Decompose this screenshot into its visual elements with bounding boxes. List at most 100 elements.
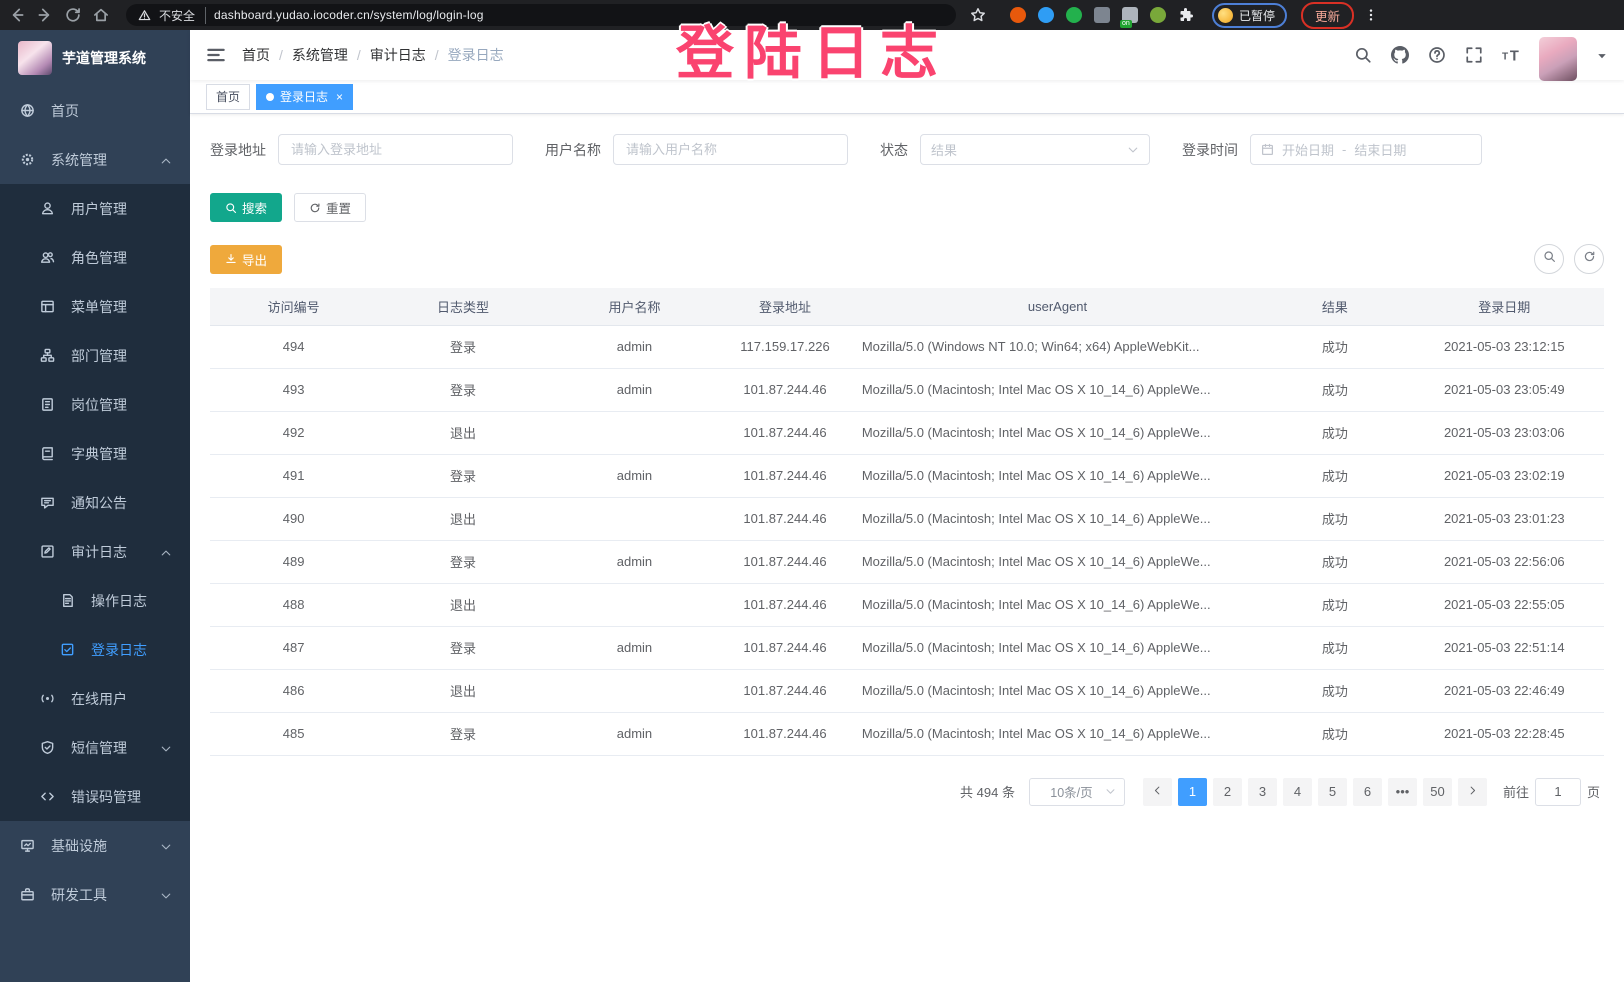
github-icon[interactable]	[1391, 46, 1409, 64]
table-row[interactable]: 494 登录 admin 117.159.17.226 Mozilla/5.0 (Win…	[210, 325, 1604, 369]
page-button-4[interactable]: 4	[1282, 777, 1312, 806]
extension-puzzle-icon[interactable]	[1178, 7, 1194, 23]
sidebar-item-在线用户[interactable]: 在线用户	[0, 674, 190, 723]
search-button-label: 搜索	[242, 202, 268, 216]
sidebar-logo-row[interactable]: 芋道管理系统	[0, 30, 190, 86]
sidebar-item-审计日志[interactable]: 审计日志	[0, 527, 190, 576]
avatar[interactable]	[1539, 37, 1577, 81]
status-placeholder: 结果	[931, 143, 958, 158]
extension-list-icon[interactable]: on	[1120, 7, 1138, 28]
page-size-select[interactable]: 10条/页	[1028, 777, 1125, 806]
table-row[interactable]: 492 退出 101.87.244.46 Mozilla/5.0 (Macintosh…	[210, 411, 1604, 455]
page-button-2[interactable]: 2	[1212, 777, 1242, 806]
table-cell: Mozilla/5.0 (Macintosh; Intel Mac OS X 1…	[849, 626, 1266, 670]
table-row[interactable]: 493 登录 admin 101.87.244.46 Mozilla/5.0 (Maci…	[210, 368, 1604, 412]
sidebar-item-短信管理[interactable]: 短信管理	[0, 723, 190, 772]
sidebar-item-操作日志[interactable]: 操作日志	[0, 576, 190, 625]
extension-grey-badge-icon[interactable]	[1094, 7, 1110, 23]
reload-icon[interactable]	[64, 6, 82, 24]
table-cell: 490	[210, 497, 378, 541]
sidebar-item-岗位管理[interactable]: 岗位管理	[0, 380, 190, 429]
sidebar-item-部门管理[interactable]: 部门管理	[0, 331, 190, 380]
table-row[interactable]: 488 退出 101.87.244.46 Mozilla/5.0 (Macintosh…	[210, 583, 1604, 627]
reset-button[interactable]: 重置	[294, 193, 367, 222]
login-time-range-picker[interactable]: 开始日期 - 结束日期	[1250, 134, 1482, 165]
table-cell: Mozilla/5.0 (Macintosh; Intel Mac OS X 1…	[849, 368, 1266, 412]
page-button-50[interactable]: 50	[1422, 777, 1452, 806]
status-select[interactable]: 结果	[920, 134, 1150, 165]
table-cell: 成功	[1265, 454, 1405, 498]
goto-page-input[interactable]	[1534, 777, 1581, 806]
chevron-down-icon	[160, 742, 172, 754]
sidebar-item-通知公告[interactable]: 通知公告	[0, 478, 190, 527]
sidebar-item-错误码管理[interactable]: 错误码管理	[0, 772, 190, 821]
sidebar-item-label: 审计日志	[71, 543, 127, 560]
login-address-input[interactable]	[278, 134, 513, 165]
table-row[interactable]: 487 登录 admin 101.87.244.46 Mozilla/5.0 (Maci…	[210, 626, 1604, 670]
table-cell: 退出	[377, 411, 549, 455]
page-button-3[interactable]: 3	[1247, 777, 1277, 806]
tab-登录日志[interactable]: 登录日志 ×	[256, 83, 354, 110]
sidebar-item-菜单管理[interactable]: 菜单管理	[0, 282, 190, 331]
breadcrumb-item[interactable]: 审计日志	[369, 47, 426, 63]
close-icon[interactable]: ×	[336, 89, 344, 104]
sidebar-item-角色管理[interactable]: 角色管理	[0, 233, 190, 282]
breadcrumb-separator: /	[356, 47, 361, 63]
sidebar-item-首页[interactable]: 首页	[0, 86, 190, 135]
sidebar-item-登录日志[interactable]: 登录日志	[0, 625, 190, 674]
next-page-button[interactable]	[1457, 777, 1487, 806]
toggle-search-button[interactable]	[1534, 244, 1564, 274]
back-arrow-icon[interactable]	[8, 6, 26, 24]
sidebar-item-研发工具[interactable]: 研发工具	[0, 870, 190, 919]
audit-log-icon	[40, 544, 55, 559]
extension-orange-icon[interactable]	[1010, 7, 1026, 23]
page-button-1[interactable]: 1	[1177, 777, 1207, 806]
filter-actions: 搜索 重置	[210, 193, 1604, 222]
sidebar-item-用户管理[interactable]: 用户管理	[0, 184, 190, 233]
sidebar-item-基础设施[interactable]: 基础设施	[0, 821, 190, 870]
sidebar-item-label: 错误码管理	[71, 788, 141, 805]
browser-menu-icon[interactable]	[1364, 7, 1378, 23]
breadcrumb-item[interactable]: 系统管理	[291, 47, 348, 63]
bookmark-star-icon[interactable]	[970, 7, 986, 23]
table-cell: 101.87.244.46	[720, 712, 850, 756]
not-secure-warning-icon	[138, 9, 151, 22]
table-row[interactable]: 486 退出 101.87.244.46 Mozilla/5.0 (Macintosh…	[210, 669, 1604, 713]
tab-首页[interactable]: 首页	[206, 83, 251, 110]
table-row[interactable]: 491 登录 admin 101.87.244.46 Mozilla/5.0 (Maci…	[210, 454, 1604, 498]
sidebar-item-系统管理[interactable]: 系统管理	[0, 135, 190, 184]
update-button[interactable]: 更新	[1301, 1, 1355, 29]
extension-leaf-icon[interactable]	[1150, 7, 1166, 23]
refresh-table-button[interactable]	[1574, 244, 1604, 274]
url-text: dashboard.yudao.iocoder.cn/system/log/lo…	[214, 8, 484, 22]
home-icon[interactable]	[92, 6, 110, 24]
sidebar-item-字典管理[interactable]: 字典管理	[0, 429, 190, 478]
paused-badge[interactable]: 已暂停	[1212, 2, 1288, 28]
breadcrumb-item[interactable]: 首页	[242, 47, 270, 63]
table-cell: 2021-05-03 22:51:14	[1404, 626, 1604, 670]
search-icon[interactable]	[1354, 46, 1372, 64]
sidebar-menu: 首页 系统管理 用户管理 角色管理 菜单管理 部门管理 岗位管理 字典管理 通知公告审计日志操作…	[0, 86, 190, 919]
page-button-6[interactable]: 6	[1352, 777, 1382, 806]
table-cell: admin	[548, 454, 721, 498]
extension-blue-gem-icon[interactable]	[1038, 7, 1054, 23]
export-button[interactable]: 导出	[210, 244, 283, 274]
table-row[interactable]: 485 登录 admin 101.87.244.46 Mozilla/5.0 (Maci…	[210, 712, 1604, 756]
caret-down-icon[interactable]	[1596, 49, 1608, 61]
address-bar[interactable]: 不安全 dashboard.yudao.iocoder.cn/system/lo…	[126, 4, 956, 26]
help-icon[interactable]	[1428, 46, 1446, 64]
table-cell: 101.87.244.46	[720, 669, 850, 713]
table-row[interactable]: 490 退出 101.87.244.46 Mozilla/5.0 (Macintosh…	[210, 497, 1604, 541]
extension-green-heart-icon[interactable]	[1066, 7, 1082, 23]
forward-arrow-icon[interactable]	[36, 6, 54, 24]
more-pages-button[interactable]: •••	[1387, 777, 1417, 806]
prev-page-button[interactable]	[1142, 777, 1172, 806]
hamburger-icon[interactable]	[206, 45, 226, 65]
username-input[interactable]	[613, 134, 848, 165]
fullscreen-icon[interactable]	[1465, 46, 1483, 64]
search-button[interactable]: 搜索	[210, 193, 283, 222]
page-button-5[interactable]: 5	[1317, 777, 1347, 806]
table-row[interactable]: 489 登录 admin 101.87.244.46 Mozilla/5.0 (Maci…	[210, 540, 1604, 584]
column-header: 访问编号	[210, 288, 378, 326]
